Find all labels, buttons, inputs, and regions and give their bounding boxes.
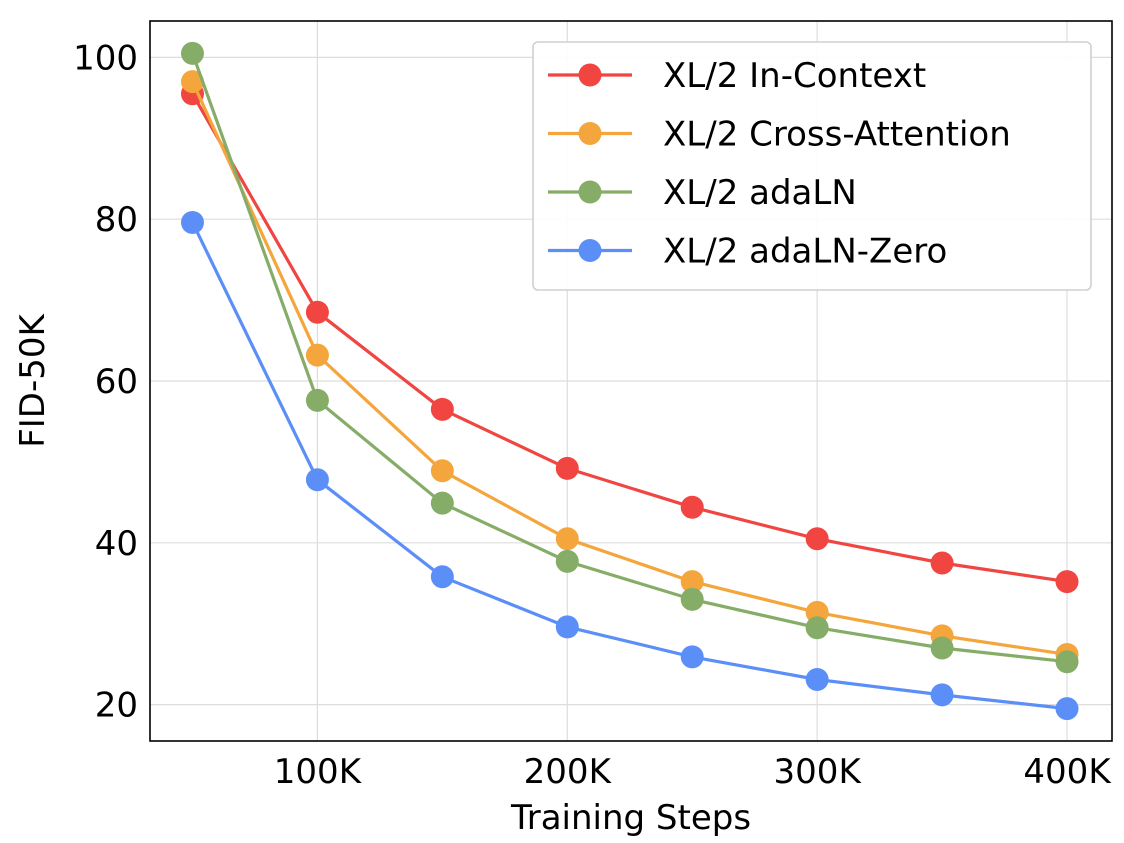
y-tick-label: 100 — [73, 38, 138, 78]
legend: XL/2 In-Context XL/2 Cross-Attention XL/2 … — [532, 41, 1092, 291]
data-point — [305, 388, 329, 412]
x-tick-label: 200K — [524, 752, 613, 792]
data-point — [430, 397, 454, 421]
y-tick-label: 80 — [95, 200, 138, 240]
data-point — [1055, 570, 1079, 594]
series-1 — [180, 82, 1079, 594]
series-line — [191, 81, 1068, 656]
legend-label: XL/2 adaLN — [663, 173, 857, 213]
data-series — [180, 41, 1079, 721]
legend-label: XL/2 Cross-Attention — [663, 115, 1011, 155]
axis-ticks: 100K 200K 300K 400K 20 40 60 80 100 — [73, 38, 1112, 792]
plot-frame — [149, 20, 1113, 742]
legend-entry: XL/2 adaLN — [548, 173, 857, 213]
data-point — [430, 565, 454, 589]
legend-entry: XL/2 In-Context — [548, 56, 926, 96]
data-point — [305, 343, 329, 367]
data-point — [305, 300, 329, 324]
legend-label: XL/2 adaLN-Zero — [663, 232, 947, 272]
data-point — [180, 70, 204, 94]
data-point — [555, 549, 579, 573]
data-point — [680, 645, 704, 669]
series-3 — [180, 41, 1079, 674]
legend-marker — [578, 122, 602, 145]
legend-marker — [578, 239, 602, 262]
legend-marker — [578, 63, 602, 87]
series-line — [190, 52, 1068, 664]
x-tick-label: 400K — [1023, 752, 1112, 792]
data-point — [1055, 697, 1079, 721]
data-point — [305, 468, 329, 492]
series-2 — [180, 70, 1079, 666]
data-point — [680, 495, 704, 519]
data-point — [680, 570, 704, 594]
data-point — [430, 459, 454, 483]
data-point — [805, 668, 829, 692]
y-axis-title: FID-50K — [13, 313, 53, 448]
x-tick-label: 300K — [774, 752, 863, 792]
series-4 — [180, 210, 1079, 721]
y-tick-label: 20 — [95, 686, 138, 726]
legend-label: XL/2 In-Context — [663, 56, 926, 96]
data-point — [430, 491, 454, 515]
data-point — [555, 615, 579, 639]
data-point — [930, 551, 954, 575]
legend-box — [532, 41, 1092, 291]
series-line — [191, 93, 1068, 584]
legend-entry: XL/2 Cross-Attention — [548, 115, 1011, 155]
x-tick-label: 100K — [274, 752, 363, 792]
legend-entry: XL/2 adaLN-Zero — [548, 232, 947, 272]
data-point — [555, 456, 579, 480]
y-tick-label: 60 — [95, 362, 138, 402]
y-tick-label: 40 — [95, 524, 138, 564]
data-point — [805, 616, 829, 640]
data-point — [680, 587, 704, 611]
legend-marker — [578, 180, 602, 204]
data-point — [1055, 650, 1079, 674]
x-axis-title: Training Steps — [510, 798, 751, 838]
data-point — [180, 41, 204, 65]
data-point — [930, 683, 954, 707]
data-point — [805, 527, 829, 551]
series-line — [191, 221, 1068, 711]
data-point — [930, 636, 954, 660]
data-point — [180, 210, 204, 234]
data-point — [555, 527, 579, 551]
